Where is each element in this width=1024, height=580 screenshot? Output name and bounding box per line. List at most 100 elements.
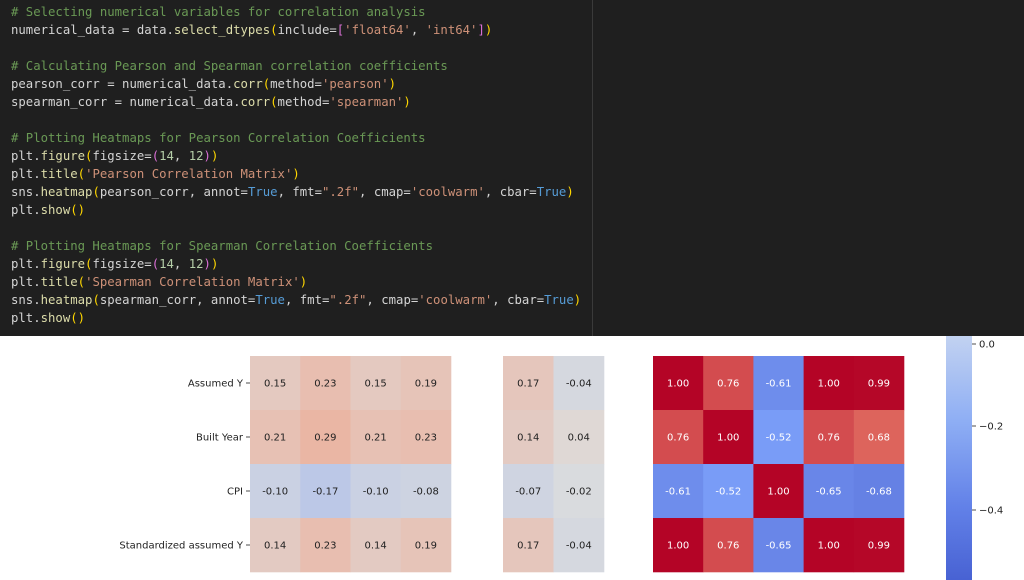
code-token: True [536,185,567,199]
code-token: 14 [159,257,174,271]
cell-annotation: 0.17 [517,379,539,390]
code-line[interactable]: sns.heatmap(pearson_corr, annot= True , fm… [11,183,581,201]
code-token: plt. [11,167,41,181]
heatmap-cell [853,518,905,573]
heatmap-cell [400,410,452,465]
code-token: sns. [11,185,41,199]
code-cell[interactable]: # Selecting numerical variables for corr… [11,3,581,327]
code-token: figsize= [92,149,152,163]
heatmap-cell [250,518,301,573]
code-line[interactable]: plt.figure(figsize=(14, 12)) [11,255,581,273]
cell-annotation: 0.76 [717,541,739,552]
cell-annotation: -0.65 [816,487,842,498]
code-line[interactable]: sns.heatmap(spearman_corr, annot=True, f… [11,291,581,309]
code-token: , cbar= [492,293,545,307]
code-line[interactable] [11,219,581,237]
code-token: ] [477,23,485,37]
code-line[interactable]: # Calculating Pearson and Spearman corre… [11,57,581,75]
cell-annotation: 0.17 [517,541,539,552]
code-token: # Plotting Heatmaps for Spearman Correla… [11,239,433,253]
code-line[interactable]: # Selecting numerical variables for corr… [11,3,581,21]
row-label: Standardized assumed Y [119,541,244,552]
code-token: pearson_corr, annot= [99,185,248,199]
code-token: figure [40,257,86,271]
cell-annotation: 0.19 [415,541,437,552]
heatmap-cell [553,356,605,411]
heatmap-cell [703,518,754,573]
heatmap-cell [350,518,402,573]
cell-annotation: -0.08 [413,487,439,498]
heatmap-cell [300,518,351,573]
code-line[interactable]: plt.show() [11,309,581,327]
code-token: ) [484,23,493,37]
code-token: show [40,311,71,325]
cell-annotation: -0.10 [363,487,389,498]
heatmap-cell [753,410,804,465]
heatmap-cell [350,410,402,465]
code-token: # Plotting Heatmaps for Pearson Correlat… [11,131,426,145]
code-line[interactable]: plt.title('Pearson Correlation Matrix') [11,165,581,183]
code-line[interactable]: spearman_corr = numerical_data.corr(meth… [11,93,581,111]
cell-annotation: 1.00 [667,379,689,390]
code-line[interactable] [11,39,581,57]
code-line[interactable]: pearson_corr = numerical_data.corr(metho… [11,75,581,93]
cell-annotation: 0.15 [264,379,286,390]
cell-annotation: 0.23 [314,379,336,390]
code-token: , fmt= [277,185,322,199]
code-token: True [255,293,285,307]
code-line[interactable]: plt.title('Spearman Correlation Matrix') [11,273,581,291]
code-token: ".2f" [329,293,367,307]
code-line[interactable] [11,111,581,129]
code-line[interactable]: numerical_data = data.select_dtypes(incl… [11,21,581,39]
heatmap-cell [300,356,351,411]
code-token: plt. [11,149,41,163]
heatmap-cell [503,356,554,411]
code-line[interactable]: plt.figure(figsize=(14, 12)) [11,147,581,165]
code-line[interactable]: # Plotting Heatmaps for Spearman Correla… [11,237,581,255]
code-token: ( [270,95,278,109]
code-token: ) [203,257,211,271]
code-token: ( [92,185,100,199]
heatmap-output: Assumed Y Built Year CPI Standardized assum… [10,336,1024,580]
code-token: # Calculating Pearson and Spearman corre… [11,59,448,73]
code-token: spearman_corr = numerical_data. [11,95,241,109]
code-token: plt. [11,275,41,289]
code-line[interactable]: plt.show() [11,201,581,219]
code-line[interactable]: # Plotting Heatmaps for Pearson Correlat… [11,129,581,147]
code-token: ) [403,95,411,109]
heatmap-cell [753,464,804,519]
row-label: Assumed Y [188,379,244,390]
heatmap-cell [853,464,905,519]
cell-annotation: 0.76 [717,379,739,390]
row-label: Built Year [196,433,244,444]
cell-annotation: 0.76 [667,433,689,444]
code-token: sns. [11,293,41,307]
heatmap-cell [703,410,754,465]
code-token: 'pearson' [321,77,389,91]
code-token: 'Spearman Correlation Matrix' [85,275,300,289]
code-token: True [544,293,574,307]
heatmap-cell [553,410,605,465]
cell-annotation: 0.99 [868,379,890,390]
cell-annotation: 1.00 [818,541,840,552]
heatmap-cell [753,356,804,411]
code-token: ( [151,149,160,163]
cell-annotation: -0.07 [515,487,541,498]
code-editor[interactable]: # Selecting numerical variables for corr… [0,0,1024,336]
correlation-heatmap: Assumed Y Built Year CPI Standardized assum… [119,336,1003,580]
heatmap-cell [503,464,554,519]
heatmap-cell [753,518,804,573]
code-token: plt. [11,311,41,325]
code-token: method= [270,77,322,91]
code-token: 'float64' [344,23,411,37]
code-token: heatmap [40,185,93,199]
heatmap-cell [400,356,452,411]
code-token: , [173,149,189,163]
cell-annotation: 0.14 [264,541,286,552]
heatmap-cell [703,464,754,519]
code-token: # Selecting numerical variables for corr… [11,5,426,19]
heatmap-cell [300,464,351,519]
code-token: ) [299,275,308,289]
code-token: 14 [159,149,174,163]
heatmap-cell [653,410,704,465]
